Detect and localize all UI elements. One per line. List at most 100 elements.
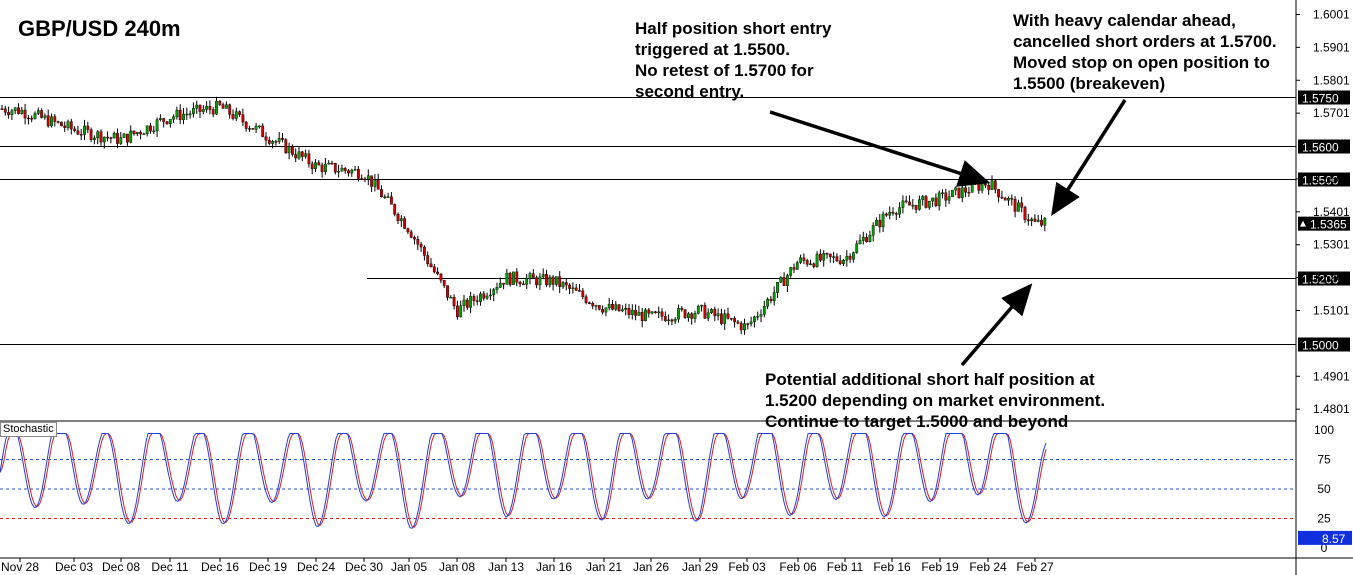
time-tick-label: Jan 08 [439, 560, 475, 574]
candle-body [858, 240, 862, 245]
candle-body [881, 213, 885, 228]
candle-body [456, 305, 459, 318]
time-tick-label: Dec 08 [102, 560, 140, 574]
candle-body [165, 121, 169, 124]
candle-body [324, 163, 327, 172]
time-tick-label: Dec 24 [297, 560, 335, 574]
candle-body [588, 302, 591, 304]
time-tick-label: Jan 29 [682, 560, 718, 574]
candle-body [855, 243, 859, 253]
time-tick-label: Dec 16 [201, 560, 239, 574]
candle-body [409, 231, 413, 238]
candle-body [819, 253, 822, 261]
candle-body [201, 109, 205, 112]
candle-body [482, 293, 486, 299]
candle-body [578, 290, 581, 292]
candle-body [162, 118, 166, 122]
candle-body [99, 131, 103, 143]
candle-body [175, 109, 179, 118]
candle-body [33, 113, 37, 119]
candle-body [769, 298, 773, 301]
candle-body [762, 306, 766, 315]
candle-body [419, 243, 423, 248]
candle-body [294, 154, 298, 159]
candle-body [802, 257, 806, 261]
candle-body [984, 183, 987, 186]
candle-body [215, 100, 218, 115]
candle-body [211, 109, 215, 115]
candle-body [27, 117, 30, 120]
candle-body [654, 311, 657, 314]
level-badge [1298, 139, 1350, 154]
candle-body [0, 108, 4, 110]
candle-body [680, 308, 684, 310]
candle-body [617, 304, 621, 312]
candle-body [248, 128, 251, 130]
time-tick-label: Feb 19 [921, 560, 959, 574]
stochastic-tick-label: 50 [1317, 482, 1331, 496]
candle-body [729, 318, 733, 320]
candle-body [46, 115, 50, 127]
candle-body [832, 256, 836, 258]
candle-body [152, 130, 156, 133]
stochastic-tick-label: 25 [1317, 512, 1331, 526]
candle-body [79, 134, 83, 136]
candle-body [898, 207, 902, 215]
candle-body [333, 162, 337, 173]
candle-body [106, 136, 110, 139]
candle-body [634, 309, 638, 316]
candle-body [964, 187, 968, 193]
candle-body [723, 313, 727, 324]
candle-body [459, 305, 463, 318]
candle-body [244, 121, 248, 129]
candle-body [182, 113, 185, 120]
time-tick-label: Nov 28 [1, 560, 39, 574]
price-tick-label: 1.5101 [1313, 303, 1350, 317]
candle-body [574, 287, 578, 291]
candle-body [20, 109, 24, 114]
candle-body [195, 104, 199, 109]
candle-body [205, 106, 208, 110]
candle-body [868, 235, 872, 242]
candle-body [191, 108, 195, 115]
candle-body [69, 121, 73, 130]
candle-body [848, 255, 852, 260]
candle-body [330, 162, 334, 165]
candle-body [92, 137, 96, 140]
candle-body [809, 263, 812, 266]
candle-body [485, 295, 489, 299]
candle-body [155, 119, 159, 132]
candle-body [541, 274, 545, 278]
price-tick-label: 1.6001 [1313, 7, 1350, 21]
candle-body [399, 218, 403, 221]
candle-body [149, 125, 152, 132]
time-tick-label: Feb 03 [728, 560, 766, 574]
candle-body [726, 313, 730, 319]
candle-body [439, 273, 443, 281]
candle-body [310, 163, 314, 169]
candle-body [835, 256, 839, 261]
candle-body [508, 272, 512, 285]
candle-body [795, 262, 799, 270]
candle-body [63, 125, 67, 128]
candle-body [960, 187, 964, 198]
candle-body [885, 213, 888, 216]
candle-body [271, 141, 274, 144]
price-tick-label: 1.4901 [1313, 369, 1350, 383]
candle-body [1000, 196, 1004, 199]
stochastic-tick-label: 0 [1321, 541, 1328, 555]
current-price-label: 1.5365 [1310, 218, 1347, 232]
candle-body [957, 187, 961, 198]
candle-body [53, 116, 57, 122]
candle-body [601, 309, 605, 313]
candle-body [66, 121, 70, 128]
arrow-to-stop [1051, 99, 1127, 216]
candle-body [753, 316, 756, 323]
candle-body [901, 200, 905, 208]
stochastic-d-line [0, 433, 1047, 528]
candle-body [129, 130, 133, 143]
candle-body [627, 308, 631, 315]
candle-body [944, 192, 948, 201]
time-tick-label: Jan 16 [536, 560, 572, 574]
candle-body [300, 151, 304, 157]
